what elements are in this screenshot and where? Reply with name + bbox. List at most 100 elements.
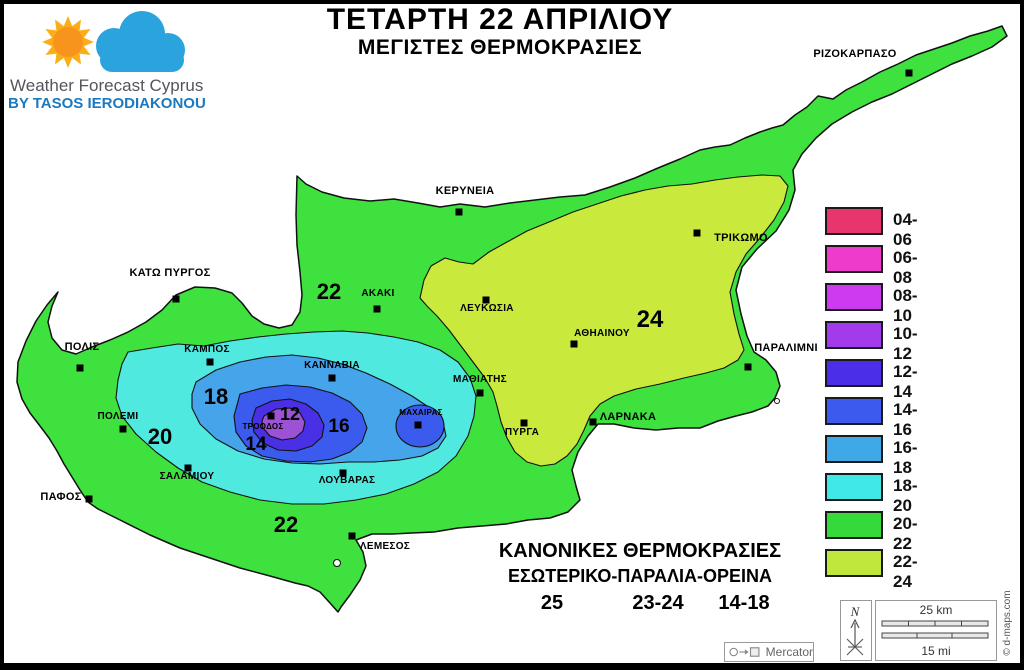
normals-subtitle: ΕΣΩΤΕΡΙΚΟ-ΠΑΡΑΛΙΑ-ΟΡΕΙΝΑ <box>507 566 773 586</box>
legend-range-label: 18-20 <box>893 476 918 515</box>
sun-ray <box>42 37 54 47</box>
projection-label: Mercator <box>765 645 813 659</box>
city-marker <box>693 229 701 237</box>
city: ΜΑΘΙΑΤΗΣ <box>453 374 507 397</box>
city: ΛΑΡΝΑΚΑ <box>589 411 656 426</box>
city-layer: ΡΙΖΟΚΑΡΠΑΣΟ ΚΕΡΥΝΕΙΑ ΤΡΙΚΩΜΟ ΚΑΤΩ ΠΥΡΓΟΣ ΑΚΑ… <box>40 48 913 552</box>
city: ΣΑΛΑΜΙΟΥ <box>160 464 215 482</box>
sun-cloud-icon <box>42 11 185 72</box>
city-label: ΑΘΗΑΙΝΟΥ <box>574 328 630 339</box>
city-marker <box>339 469 347 477</box>
legend-range-label: 04-06 <box>893 210 918 249</box>
city-label: ΣΑΛΑΜΙΟΥ <box>160 471 215 482</box>
city: ΤΡΟΟΔΟΣ <box>242 412 283 431</box>
city-marker <box>348 532 356 540</box>
map-temp-value: 22 <box>317 279 341 304</box>
scale-mi-label: 15 mi <box>921 644 951 658</box>
legend-swatch <box>825 245 883 273</box>
city: ΚΕΡΥΝΕΙΑ <box>436 185 495 216</box>
cloud-icon <box>96 11 185 72</box>
legend-swatch <box>825 473 883 501</box>
legend-swatch <box>825 511 883 539</box>
sun-ray <box>70 51 81 65</box>
city-label: ΠΟΛΕΜΙ <box>98 411 139 422</box>
page-subtitle: ΜΕΓΙΣΤΕΣ ΘΕΡΜΟΚΡΑΣΙΕΣ <box>357 36 643 59</box>
scale-bar: 25 km 15 mi <box>875 600 997 661</box>
sun-icon <box>53 27 83 57</box>
sun-rays <box>42 16 94 68</box>
city: ΜΑΧΑΙΡΑΣ <box>399 408 442 429</box>
normals-values: 25 23-24 14-18 <box>440 592 840 614</box>
city-label: ΜΑΘΙΑΤΗΣ <box>453 374 507 385</box>
city: ΑΘΗΑΙΝΟΥ <box>570 328 630 348</box>
sun-ray <box>55 51 66 65</box>
city: ΚΑΜΠΟΣ <box>184 344 230 366</box>
city-marker <box>184 464 192 472</box>
city-marker <box>119 425 127 433</box>
city: ΚΑΝΝΑΒΙΑ <box>304 360 360 382</box>
normals-coast-value: 23-24 <box>632 592 684 614</box>
city-label: ΠΑΦΟΣ <box>40 491 81 503</box>
normals-inland-value: 25 <box>540 592 564 614</box>
page-title: ΤΕΤΑΡΤΗ 22 ΑΠΡΙΛΙΟΥ <box>326 3 674 36</box>
sun-ray <box>63 16 73 28</box>
projection-box: Mercator <box>724 642 814 662</box>
city: ΡΙΖΟΚΑΡΠΑΣΟ <box>813 48 913 77</box>
logo-subtitle: BY TASOS IERODIAKONOU <box>8 95 206 112</box>
city-marker <box>267 412 275 420</box>
compass-icon: N <box>846 604 864 656</box>
logo: Weather Forecast Cyprus BY TASOS IERODIA… <box>6 6 236 112</box>
city-marker <box>455 208 463 216</box>
city: ΠΟΛΙΣ <box>65 341 100 372</box>
sun-ray <box>70 19 81 33</box>
map-credit: © d-maps.com <box>1002 590 1013 656</box>
city-label: ΚΑΤΩ ΠΥΡΓΟΣ <box>129 267 210 279</box>
map-temp-value: 18 <box>204 384 228 409</box>
city-marker <box>520 419 528 427</box>
compass-n-label: N <box>850 604 861 619</box>
legend-swatch <box>825 397 883 425</box>
city-label: ΚΕΡΥΝΕΙΑ <box>436 185 495 197</box>
city: ΠΑΡΑΛΙΜΝΙ <box>744 342 818 371</box>
city-marker <box>206 358 214 366</box>
city: ΤΡΙΚΩΜΟ <box>693 229 768 244</box>
city-marker <box>172 295 180 303</box>
city-label: ΛΕΥΚΩΣΙΑ <box>460 303 514 314</box>
legend-range-label: 16-18 <box>893 438 918 477</box>
city-marker <box>744 363 752 371</box>
city-marker <box>476 389 484 397</box>
sun-ray <box>82 37 94 47</box>
city: ΠΥΡΓΑ <box>505 419 539 438</box>
sun-ray <box>77 29 91 40</box>
city-marker <box>589 418 597 426</box>
legend-swatch <box>825 321 883 349</box>
akrotiri-salt-lake <box>333 559 341 567</box>
city: ΛΟΥΒΑΡΑΣ <box>319 469 376 486</box>
legend-swatch <box>825 283 883 311</box>
city-marker <box>85 495 93 503</box>
legend-range-label: 10-12 <box>893 324 918 363</box>
legend-range-label: 12-14 <box>893 362 918 401</box>
map-temp-value: 24 <box>637 306 664 333</box>
legend-range-label: 08-10 <box>893 286 918 325</box>
city-label: ΛΕΜΕΣΟΣ <box>360 541 410 552</box>
city-marker <box>905 69 913 77</box>
cape-greco-islet <box>774 398 780 404</box>
legend-range-label: 14-16 <box>893 400 918 439</box>
compass-box: N <box>840 600 872 661</box>
scale-rulers <box>881 620 989 639</box>
city-marker <box>570 340 578 348</box>
legend-range-label: 22-24 <box>893 552 918 591</box>
sun-ray <box>77 44 91 55</box>
city-label: ΚΑΜΠΟΣ <box>184 344 230 355</box>
legend-swatch <box>825 359 883 387</box>
city-label: ΛΟΥΒΑΡΑΣ <box>319 475 376 486</box>
temperature-labels-layer: 22 24 18 12 16 20 14 22 <box>148 279 664 537</box>
normals-mountain-value: 14-18 <box>718 592 770 614</box>
city-label: ΠΟΛΙΣ <box>65 341 100 353</box>
city-marker <box>482 296 490 304</box>
map-temp-value: 16 <box>328 416 349 437</box>
map-temp-value: 22 <box>274 512 298 537</box>
city-label: ΤΡΟΟΔΟΣ <box>242 422 283 431</box>
